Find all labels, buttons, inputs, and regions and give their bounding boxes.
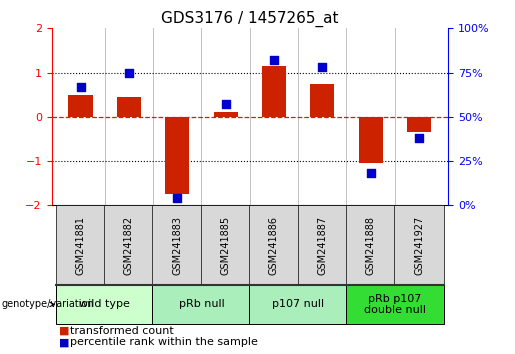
Text: GSM241887: GSM241887 bbox=[317, 216, 328, 275]
Text: GSM241886: GSM241886 bbox=[269, 216, 279, 275]
Text: p107 null: p107 null bbox=[272, 299, 324, 309]
Text: GSM241882: GSM241882 bbox=[124, 216, 134, 275]
Text: genotype/variation: genotype/variation bbox=[1, 299, 94, 309]
Title: GDS3176 / 1457265_at: GDS3176 / 1457265_at bbox=[161, 11, 338, 27]
Text: ■: ■ bbox=[59, 337, 70, 347]
Text: GSM241927: GSM241927 bbox=[414, 216, 424, 275]
Text: GSM241885: GSM241885 bbox=[220, 216, 231, 275]
Text: wild type: wild type bbox=[79, 299, 130, 309]
Text: transformed count: transformed count bbox=[70, 326, 173, 336]
Bar bbox=[310, 84, 334, 117]
Bar bbox=[358, 117, 383, 163]
Point bbox=[318, 64, 327, 70]
Text: pRb p107
double null: pRb p107 double null bbox=[364, 293, 426, 315]
Text: GSM241881: GSM241881 bbox=[76, 216, 85, 275]
Text: GSM241883: GSM241883 bbox=[172, 216, 182, 275]
Point bbox=[221, 102, 230, 107]
Bar bbox=[214, 113, 238, 117]
Bar bbox=[117, 97, 141, 117]
Bar bbox=[165, 117, 190, 194]
Point bbox=[270, 57, 278, 63]
Text: pRb null: pRb null bbox=[179, 299, 225, 309]
Point bbox=[76, 84, 84, 90]
Point bbox=[415, 135, 423, 141]
Text: percentile rank within the sample: percentile rank within the sample bbox=[70, 337, 258, 347]
Bar bbox=[407, 117, 431, 132]
Point bbox=[367, 171, 375, 176]
Bar bbox=[262, 66, 286, 117]
Text: ■: ■ bbox=[59, 326, 70, 336]
Point bbox=[125, 70, 133, 75]
Bar bbox=[68, 95, 93, 117]
Point bbox=[173, 195, 181, 201]
Text: GSM241888: GSM241888 bbox=[366, 216, 375, 275]
